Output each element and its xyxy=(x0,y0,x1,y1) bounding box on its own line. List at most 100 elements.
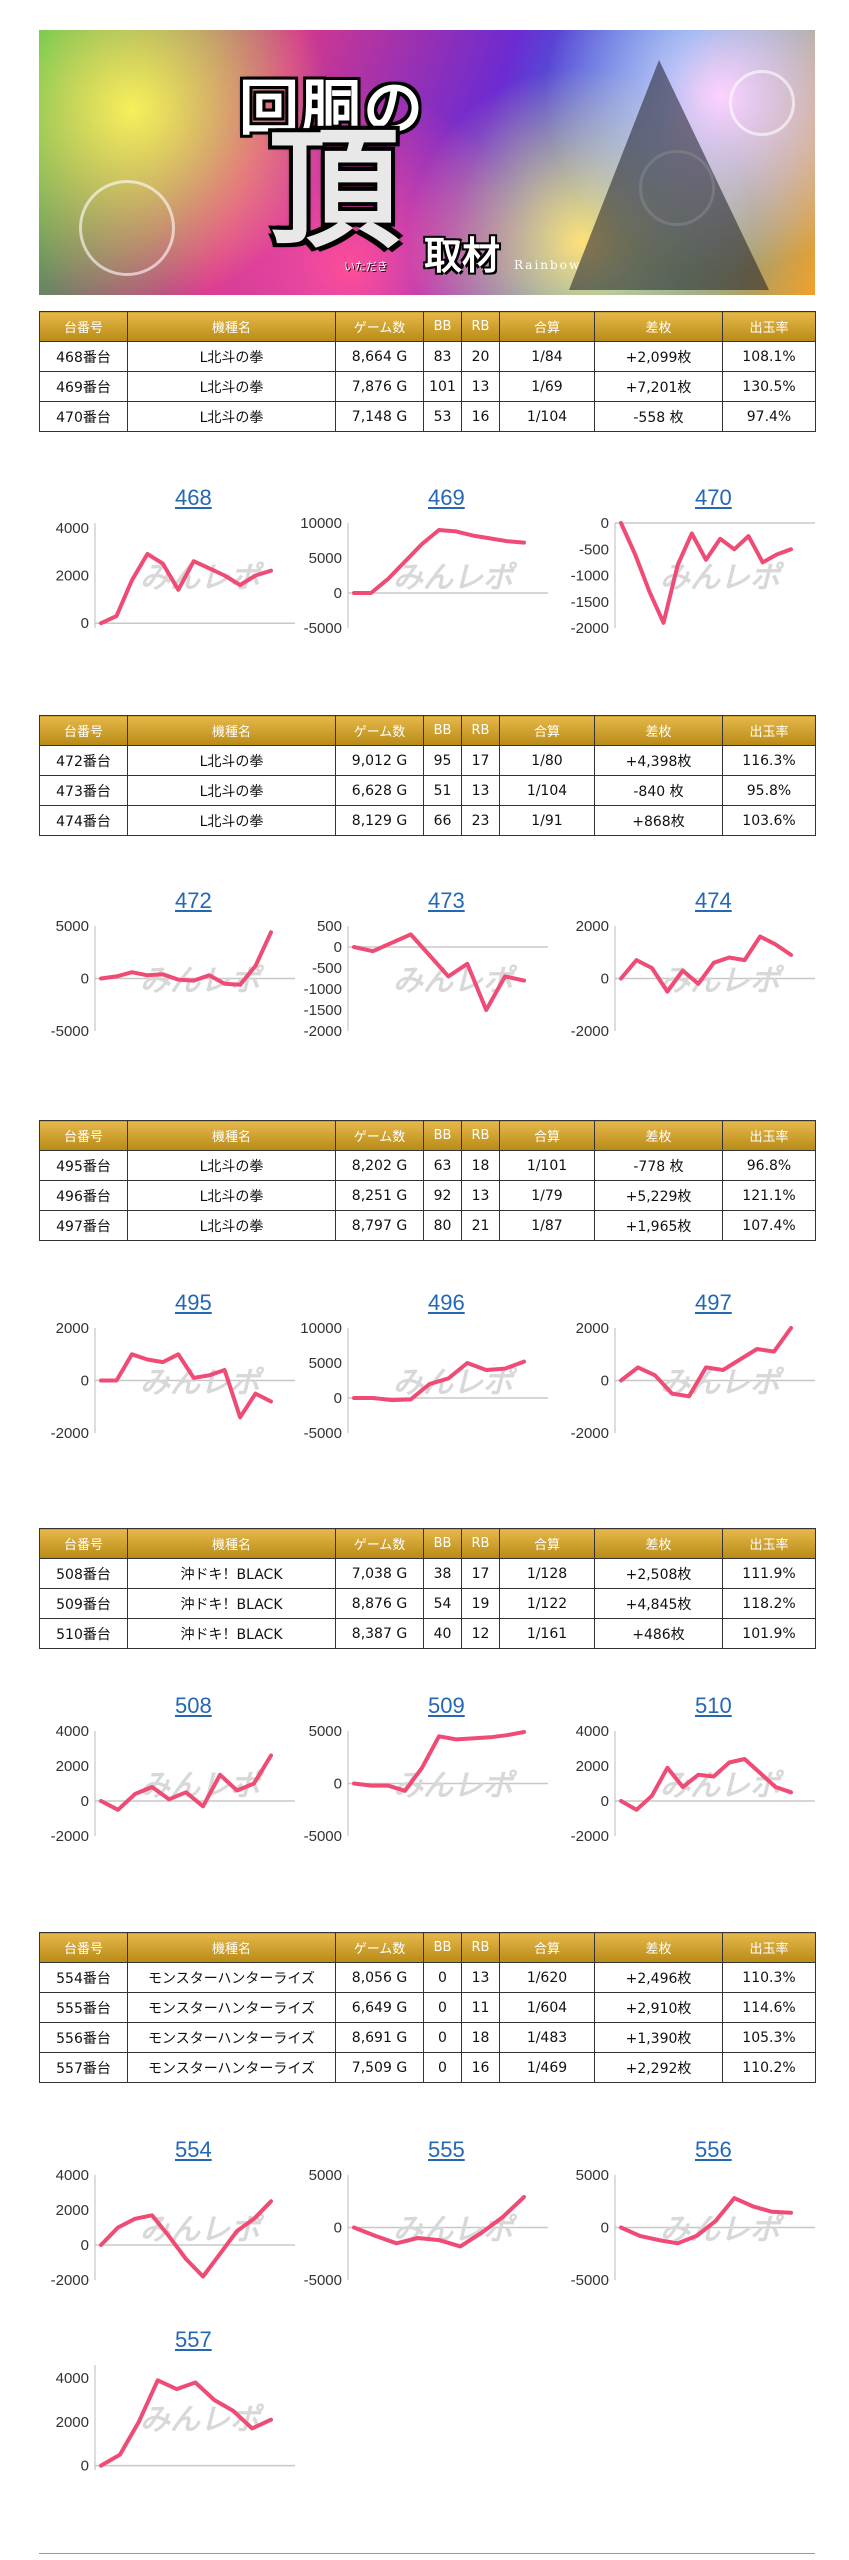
header-rb: RB xyxy=(461,1932,500,1963)
payout-rate: 114.6% xyxy=(722,1992,816,2023)
diff-coins: +486枚 xyxy=(594,1618,723,1649)
y-tick-label: -1500 xyxy=(304,1002,342,1019)
series-line xyxy=(619,2196,793,2246)
bb-count: 53 xyxy=(423,401,462,432)
unit-number: 557番台 xyxy=(39,2052,128,2083)
chart-469: 469 -5000 0 5000 10000 みんレポ xyxy=(298,485,558,650)
header-unit-number: 台番号 xyxy=(39,715,128,746)
watermark: みんレポ xyxy=(393,561,518,596)
y-tick-label: 4000 xyxy=(56,1723,89,1740)
header-machine-name: 機種名 xyxy=(127,715,336,746)
series-line xyxy=(619,521,793,625)
unit-number: 473番台 xyxy=(39,775,128,806)
watermark: みんレポ xyxy=(393,1769,518,1804)
header-combined: 合算 xyxy=(499,715,595,746)
diff-coins: +5,229枚 xyxy=(594,1180,723,1211)
combined-rate: 1/80 xyxy=(499,745,595,776)
chart-title-link[interactable]: 509 xyxy=(428,1693,465,1718)
unit-number: 509番台 xyxy=(39,1588,128,1619)
chart-svg: -5000 0 5000 みんレポ xyxy=(51,918,295,1040)
y-tick-label: -2000 xyxy=(571,620,609,637)
chart-title-link[interactable]: 474 xyxy=(695,888,732,913)
y-tick-label: -2000 xyxy=(51,1828,89,1845)
unit-number: 495番台 xyxy=(39,1150,128,1181)
y-tick-label: 0 xyxy=(334,2220,342,2237)
chart-470: 470 -2000 -1500 -1000 -500 0 みんレポ xyxy=(565,485,825,650)
combined-rate: 1/483 xyxy=(499,2022,595,2053)
payout-rate: 110.2% xyxy=(722,2052,816,2083)
y-tick-label: 4000 xyxy=(56,2167,89,2184)
results-table: 台番号 機種名 ゲーム数 BB RB 合算 差枚 出玉率 508番台 沖ドキ！BLACK 7,038… xyxy=(39,1528,816,1649)
y-tick-label: 0 xyxy=(81,1793,89,1810)
payout-rate: 96.8% xyxy=(722,1150,816,1181)
header-games: ゲーム数 xyxy=(335,715,424,746)
y-tick-label: 5000 xyxy=(56,918,89,935)
chart-title-link[interactable]: 497 xyxy=(695,1290,732,1315)
y-tick-label: 0 xyxy=(334,1776,342,1793)
chart-556: 556 -5000 0 5000 みんレポ xyxy=(565,2137,825,2302)
chart-title-link[interactable]: 556 xyxy=(695,2137,732,2162)
table-row: 557番台 モンスターハンターライズ 7,509 G 0 16 1/469 +2,292枚 1… xyxy=(39,2052,816,2083)
results-table: 台番号 機種名 ゲーム数 BB RB 合算 差枚 出玉率 468番台 L北斗の拳 8,664 G 83… xyxy=(39,311,816,432)
chart-title-link[interactable]: 557 xyxy=(175,2327,212,2352)
diff-coins: +1,390枚 xyxy=(594,2022,723,2053)
y-tick-label: -2000 xyxy=(51,1425,89,1442)
y-tick-label: -5000 xyxy=(51,1023,89,1040)
y-tick-label: -2000 xyxy=(571,1023,609,1040)
watermark: みんレポ xyxy=(140,964,265,999)
table-row: 473番台 L北斗の拳 6,628 G 51 13 1/104 -840 枚 95.8% xyxy=(39,775,816,806)
combined-rate: 1/469 xyxy=(499,2052,595,2083)
machine-name: L北斗の拳 xyxy=(127,1210,336,1241)
games: 7,876 G xyxy=(335,371,424,402)
chart-title-link[interactable]: 469 xyxy=(428,485,465,510)
y-tick-label: 5000 xyxy=(309,2167,342,2184)
header-banner: 回胴の 頂 取材 いただき Rainbow xyxy=(39,30,815,295)
rb-count: 18 xyxy=(461,1150,500,1181)
chart-svg: -2000 0 2000 4000 みんレポ xyxy=(51,2167,295,2289)
payout-rate: 118.2% xyxy=(722,1588,816,1619)
chart-496: 496 -5000 0 5000 10000 みんレポ xyxy=(298,1290,558,1455)
games: 8,876 G xyxy=(335,1588,424,1619)
chart-title-link[interactable]: 472 xyxy=(175,888,212,913)
chart-title-link[interactable]: 468 xyxy=(175,485,212,510)
payout-rate: 105.3% xyxy=(722,2022,816,2053)
chart-title-link[interactable]: 555 xyxy=(428,2137,465,2162)
chart-title-link[interactable]: 495 xyxy=(175,1290,212,1315)
header-rb: RB xyxy=(461,1120,500,1151)
games: 6,628 G xyxy=(335,775,424,806)
y-tick-label: 500 xyxy=(317,918,342,935)
y-tick-label: 0 xyxy=(334,939,342,956)
table-row: 496番台 L北斗の拳 8,251 G 92 13 1/79 +5,229枚 121.1% xyxy=(39,1180,816,1211)
payout-rate: 130.5% xyxy=(722,371,816,402)
y-tick-label: -500 xyxy=(579,541,609,558)
chart-title-link[interactable]: 510 xyxy=(695,1693,732,1718)
y-tick-label: -1500 xyxy=(571,594,609,611)
series-line xyxy=(99,552,273,626)
chart-title-link[interactable]: 496 xyxy=(428,1290,465,1315)
diff-coins: +2,508枚 xyxy=(594,1558,723,1589)
diff-coins: -778 枚 xyxy=(594,1150,723,1181)
bb-count: 95 xyxy=(423,745,462,776)
rb-count: 18 xyxy=(461,2022,500,2053)
header-diff: 差枚 xyxy=(594,715,723,746)
y-tick-label: -1000 xyxy=(571,568,609,585)
chart-title-link[interactable]: 554 xyxy=(175,2137,212,2162)
table-header-row: 台番号 機種名 ゲーム数 BB RB 合算 差枚 出玉率 xyxy=(39,1528,816,1559)
header-games: ゲーム数 xyxy=(335,311,424,342)
chart-title-link[interactable]: 508 xyxy=(175,1693,212,1718)
diff-coins: -558 枚 xyxy=(594,401,723,432)
chart-title-link[interactable]: 473 xyxy=(428,888,465,913)
bb-count: 66 xyxy=(423,805,462,836)
rb-count: 21 xyxy=(461,1210,500,1241)
table-header-row: 台番号 機種名 ゲーム数 BB RB 合算 差枚 出玉率 xyxy=(39,1120,816,1151)
table-row: 510番台 沖ドキ！BLACK 8,387 G 40 12 1/161 +486枚 101.9… xyxy=(39,1618,816,1649)
payout-rate: 103.6% xyxy=(722,805,816,836)
table-header-row: 台番号 機種名 ゲーム数 BB RB 合算 差枚 出玉率 xyxy=(39,1932,816,1963)
games: 8,056 G xyxy=(335,1962,424,1993)
header-unit-number: 台番号 xyxy=(39,1528,128,1559)
table-header-row: 台番号 機種名 ゲーム数 BB RB 合算 差枚 出玉率 xyxy=(39,715,816,746)
series-line xyxy=(619,934,793,994)
chart-title-link[interactable]: 470 xyxy=(695,485,732,510)
